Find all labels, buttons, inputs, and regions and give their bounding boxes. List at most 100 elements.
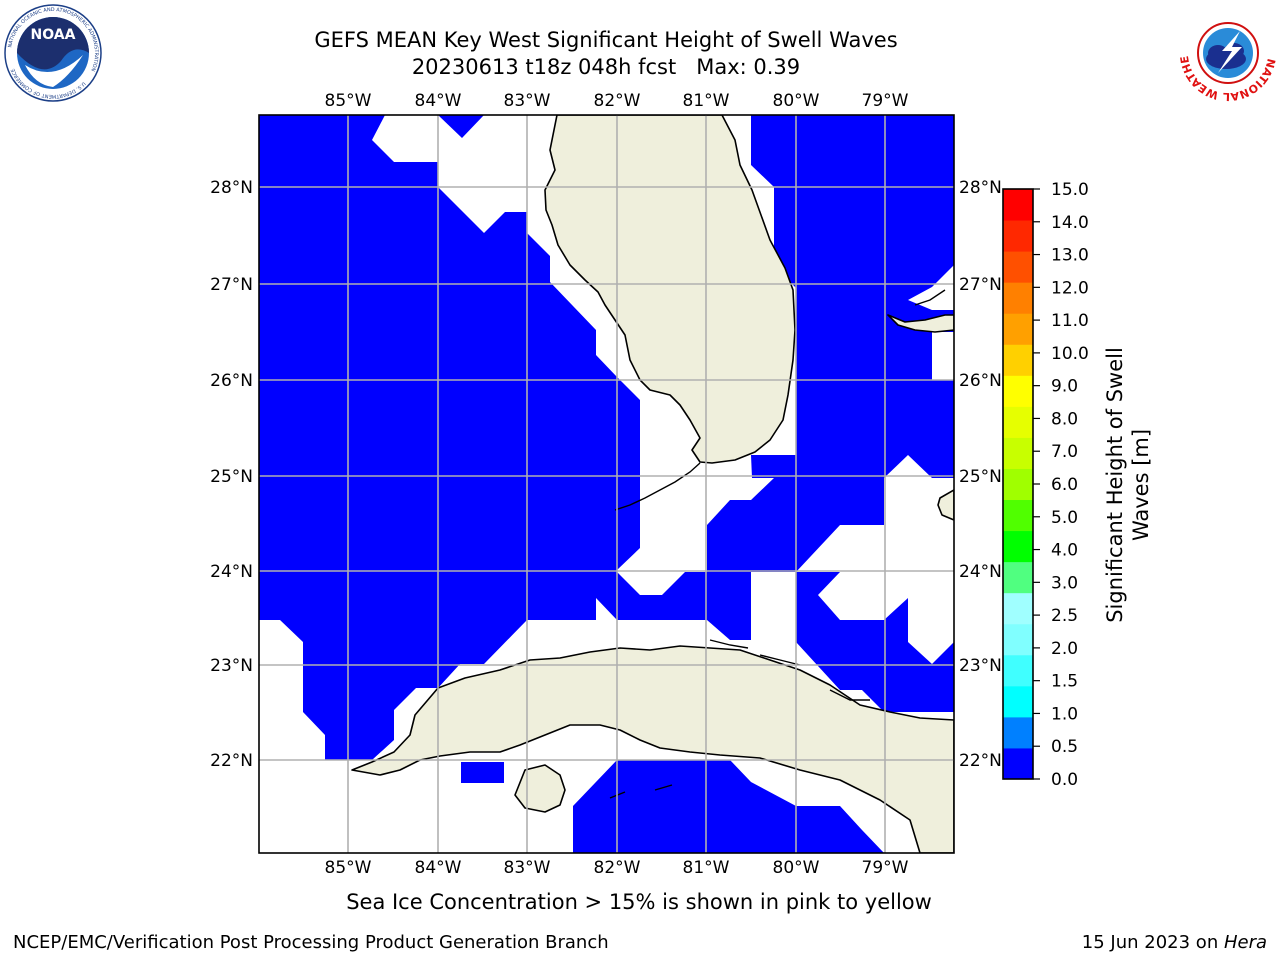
noaa-logo: NOAA NATIONAL OCEANIC AND ATMOSPHERIC AD…: [4, 4, 102, 102]
colorbar-swatch: [1003, 282, 1033, 314]
colorbar-swatch: [1003, 313, 1033, 345]
date-stamp: 15 Jun 2023 on Hera: [1082, 932, 1267, 953]
swell-region-east-channel: [796, 572, 954, 712]
colorbar-tick-label: 2.5: [1051, 606, 1078, 626]
colorbar-swatch: [1003, 468, 1033, 501]
lat-label: 25°N: [210, 467, 253, 487]
grand-bahama-land: [887, 314, 954, 333]
colorbar-tick-label: 15.0: [1051, 180, 1089, 200]
lon-label: 81°W: [683, 858, 730, 878]
colorbar-tick-label: 11.0: [1051, 311, 1089, 331]
colorbar-tick-label: 14.0: [1051, 213, 1089, 233]
lat-label: 27°N: [210, 275, 253, 295]
lon-label: 80°W: [773, 858, 820, 878]
swell-region-south: [573, 760, 884, 853]
sea-ice-note: Sea Ice Concentration > 15% is shown in …: [346, 890, 932, 914]
colorbar-swatch: [1003, 375, 1033, 407]
andros-land: [937, 489, 954, 521]
swell-region-bahamas-mid: [820, 383, 908, 478]
colorbar-tick-label: 7.0: [1051, 442, 1078, 462]
graticule: [259, 115, 954, 853]
lon-label: 85°W: [325, 91, 372, 111]
cuba-cays: [709, 639, 870, 701]
svg-text:NOAA: NOAA: [31, 27, 76, 43]
colorbar-swatch: [1003, 189, 1033, 221]
colorbar-tick-label: 0.5: [1051, 737, 1078, 757]
lon-label: 83°W: [504, 858, 551, 878]
florida-land: [544, 115, 796, 464]
host-name: Hera: [1223, 932, 1267, 953]
lat-label: 22°N: [210, 751, 253, 771]
credit-text: NCEP/EMC/Verification Post Processing Pr…: [13, 932, 609, 953]
swell-region-small: [461, 762, 504, 783]
colorbar-label: Significant Height of Swell Waves [m]: [1102, 347, 1154, 623]
colorbar-tick-label: 0.0: [1051, 770, 1078, 790]
colorbar-swatch: [1003, 685, 1033, 718]
lat-label: 28°N: [959, 178, 1002, 198]
colorbar-swatch: [1003, 747, 1033, 780]
colorbar-swatch: [1003, 623, 1033, 656]
lat-label: 24°N: [210, 562, 253, 582]
colorbar-tick-label: 8.0: [1051, 409, 1078, 429]
swell-region-gulf: [259, 115, 751, 760]
colorbar-swatch: [1003, 437, 1033, 469]
lon-label: 82°W: [594, 858, 641, 878]
chart-title: GEFS MEAN Key West Significant Height of…: [314, 28, 898, 52]
colorbar-tick-label: 2.0: [1051, 639, 1078, 659]
colorbar-swatch: [1003, 561, 1033, 594]
lat-labels-left: 28°N 27°N 26°N 25°N 24°N 23°N 22°N: [210, 178, 253, 771]
abaco-coast: [914, 289, 946, 306]
colorbar-swatch: [1003, 344, 1033, 376]
lat-label: 24°N: [959, 562, 1002, 582]
colorbar-label-line2: Waves [m]: [1129, 428, 1153, 542]
map-frame: [258, 114, 955, 854]
date-text: 15 Jun 2023 on: [1081, 932, 1224, 953]
lat-label: 25°N: [959, 467, 1002, 487]
nws-logo: NATIONAL WEATHER SERVICE: [1178, 3, 1278, 103]
colorbar-tick-label: 5.0: [1051, 508, 1078, 528]
swell-region-gulf-upper: [438, 115, 484, 138]
chart-subtitle: 20230613 t18z 048h fcst Max: 0.39: [411, 55, 801, 79]
lon-label: 79°W: [862, 91, 909, 111]
lat-label: 27°N: [959, 275, 1002, 295]
lon-label: 84°W: [415, 858, 462, 878]
lon-label: 79°W: [862, 858, 909, 878]
lat-labels-right: 28°N 27°N 26°N 25°N 24°N 23°N 22°N: [959, 178, 1002, 771]
lat-label: 22°N: [959, 751, 1002, 771]
colorbar-swatch: [1003, 716, 1033, 749]
lon-labels-top: 85°W 84°W 83°W 82°W 81°W 80°W 79°W: [325, 91, 909, 111]
colorbar: 0.0 0.5 1.0 1.5 2.0 2.5 3.0 4.0 5.0 6.0 7.0 8.0 9.0 1…: [1002, 180, 1089, 790]
lon-label: 82°W: [594, 91, 641, 111]
colorbar-tick-label: 3.0: [1051, 573, 1078, 593]
lon-label: 81°W: [683, 91, 730, 111]
colorbar-tick-label: 10.0: [1051, 344, 1089, 364]
swell-height-field: [259, 115, 954, 853]
colorbar-swatch: [1003, 251, 1033, 283]
colorbar-tick-label: 13.0: [1051, 246, 1089, 266]
colorbar-tick-label: 1.0: [1051, 704, 1078, 724]
lon-labels-bottom: 85°W 84°W 83°W 82°W 81°W 80°W 79°W: [325, 858, 909, 878]
lon-label: 80°W: [773, 91, 820, 111]
colorbar-swatch: [1003, 530, 1033, 563]
colorbar-swatch: [1003, 592, 1033, 625]
swell-region-bahamas: [751, 455, 796, 478]
colorbar-swatch: [1003, 406, 1033, 438]
colorbar-label-line1: Significant Height of Swell: [1103, 347, 1127, 623]
colorbar-swatch: [1003, 499, 1033, 532]
colorbar-swatch: [1003, 654, 1033, 687]
lat-label: 23°N: [959, 656, 1002, 676]
colorbar-tick-label: 12.0: [1051, 278, 1089, 298]
lat-label: 28°N: [210, 178, 253, 198]
colorbar-tick-label: 6.0: [1051, 475, 1078, 495]
lon-label: 84°W: [415, 91, 462, 111]
colorbar-tick-label: 9.0: [1051, 377, 1078, 397]
lat-label: 26°N: [210, 371, 253, 391]
florida-keys: [614, 462, 701, 511]
lon-label: 83°W: [504, 91, 551, 111]
swell-region-atlantic: [751, 115, 954, 572]
colorbar-swatch: [1003, 220, 1033, 252]
lat-label: 23°N: [210, 656, 253, 676]
swell-region-florida-bay: [707, 500, 774, 572]
colorbar-tick-label: 1.5: [1051, 672, 1078, 692]
